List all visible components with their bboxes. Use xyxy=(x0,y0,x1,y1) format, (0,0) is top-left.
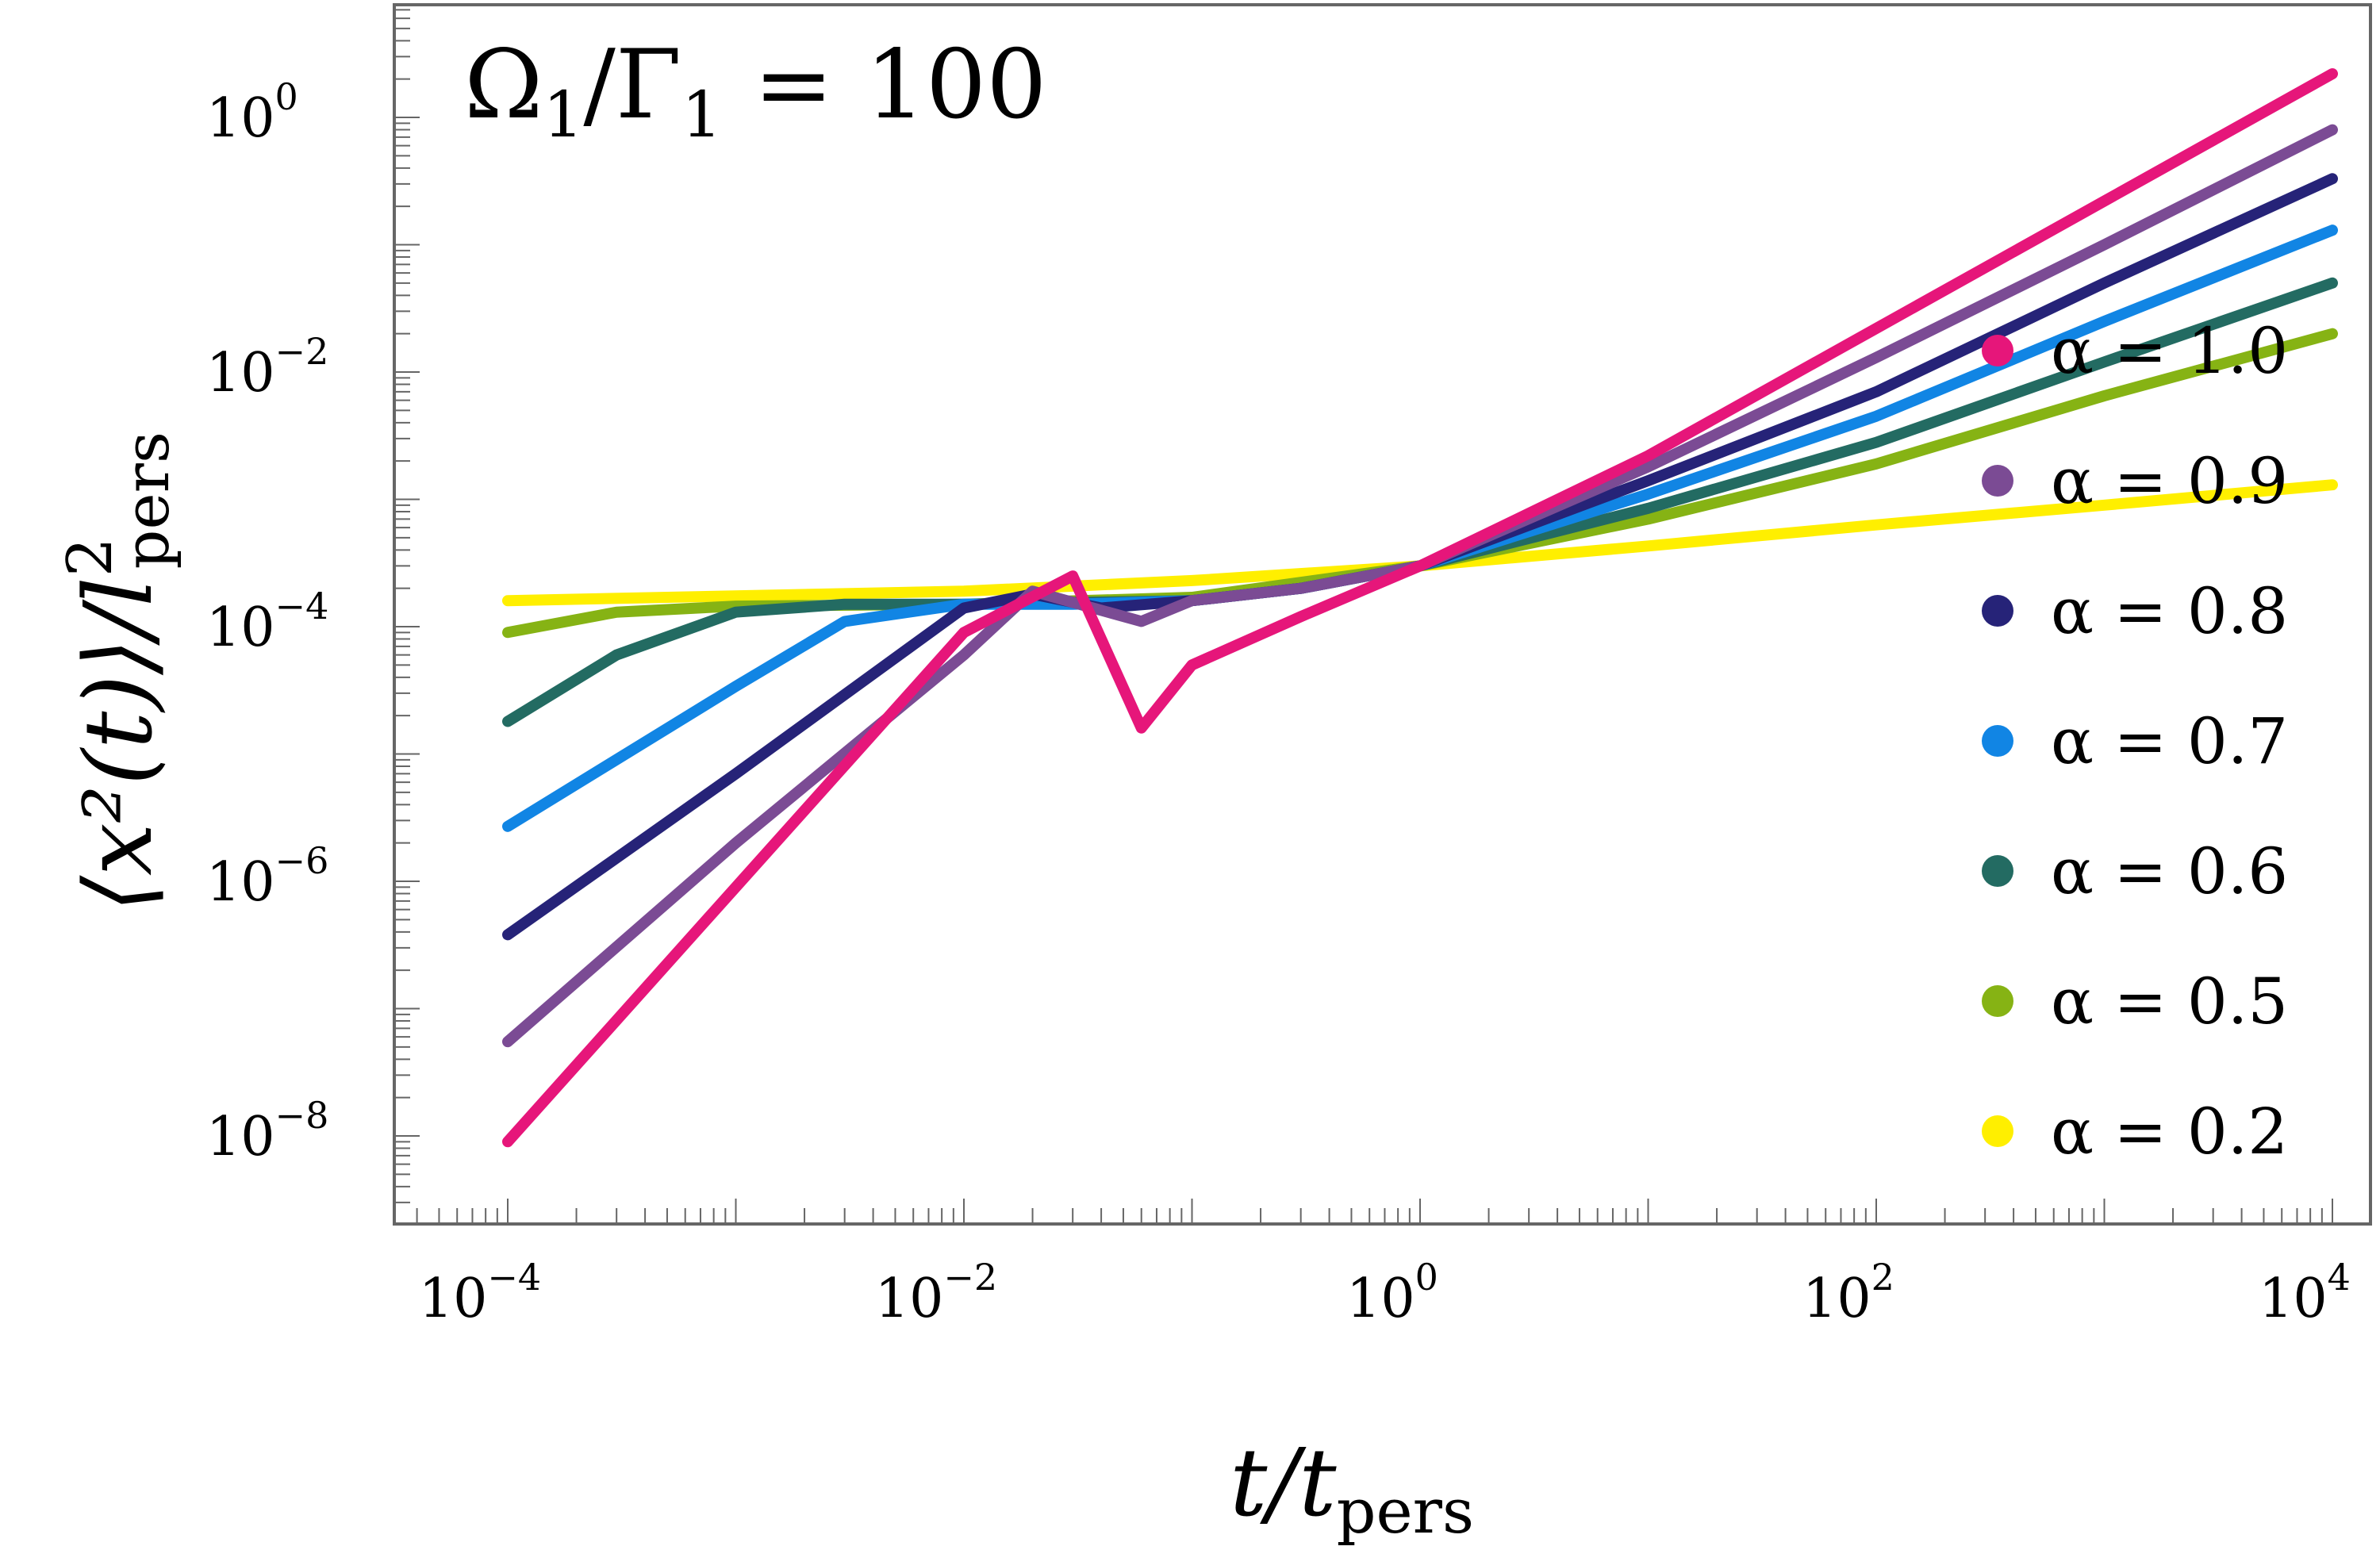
y-tick-label: 10−4 xyxy=(206,585,328,659)
plot-frame xyxy=(393,3,2372,1226)
annotation-denominator-sub: 1 xyxy=(681,78,722,152)
parameter-annotation: Ω1/Γ1 = 100 xyxy=(464,30,1047,152)
series-line xyxy=(502,479,2338,607)
x-tick-exponent: 4 xyxy=(2328,1256,2351,1299)
series-line xyxy=(502,173,2338,941)
y-tick-base: 10 xyxy=(206,87,275,150)
x-tick-label: 10−4 xyxy=(419,1256,541,1330)
legend-marker xyxy=(1982,1115,2013,1147)
annotation-numerator-sub: 1 xyxy=(543,78,584,152)
x-tick-label: 10−2 xyxy=(875,1256,997,1330)
series-line xyxy=(502,328,2338,639)
x-tick-label: 102 xyxy=(1802,1256,1894,1330)
y-tick-label: 10−6 xyxy=(206,839,328,914)
x-tick-base: 10 xyxy=(2259,1268,2328,1330)
x-tick-base: 10 xyxy=(1802,1268,1871,1330)
y-tick-exponent: 0 xyxy=(275,75,298,118)
legend-label: α = 0.5 xyxy=(2051,965,2288,1038)
legend-marker xyxy=(1982,595,2013,627)
y-tick-exponent: −8 xyxy=(275,1094,329,1137)
x-tick-exponent: −2 xyxy=(943,1256,997,1299)
legend-marker xyxy=(1982,985,2013,1017)
legend-label: α = 0.2 xyxy=(2051,1095,2288,1168)
annotation-value: 100 xyxy=(866,30,1047,140)
x-tick-exponent: 0 xyxy=(1415,1256,1438,1299)
x-tick-label: 100 xyxy=(1346,1256,1438,1330)
legend-label: α = 0.6 xyxy=(2051,834,2288,908)
y-tick-base: 10 xyxy=(206,1106,275,1168)
x-tick-base: 10 xyxy=(875,1268,944,1330)
annotation-denominator: Γ xyxy=(616,30,681,140)
y-tick-exponent: −6 xyxy=(275,839,329,882)
series-layer xyxy=(502,68,2338,1148)
x-axis-title: t/tpers xyxy=(1230,1428,1474,1548)
y-tick-base: 10 xyxy=(206,851,275,914)
y-tick-label: 100 xyxy=(206,75,298,150)
legend-marker xyxy=(1982,855,2013,887)
series-line xyxy=(502,124,2338,1048)
x-tick-exponent: −4 xyxy=(487,1256,541,1299)
y-tick-base: 10 xyxy=(206,597,275,659)
x-tick-base: 10 xyxy=(1346,1268,1415,1330)
x-tick-base: 10 xyxy=(419,1268,488,1330)
y-tick-exponent: −2 xyxy=(275,330,329,373)
legend-label: α = 0.7 xyxy=(2051,704,2288,778)
x-tick-label: 104 xyxy=(2259,1256,2351,1330)
y-tick-label: 10−2 xyxy=(206,330,328,405)
y-tick-base: 10 xyxy=(206,342,275,405)
annotation-relation: = xyxy=(754,30,834,140)
y-tick-label: 10−8 xyxy=(206,1094,328,1168)
series-line xyxy=(502,68,2338,1148)
legend-marker xyxy=(1982,335,2013,366)
x-tick-exponent: 2 xyxy=(1871,1256,1894,1299)
y-axis-title-main: ⟨x²(t)⟩/l xyxy=(63,577,173,912)
legend-label: α = 0.8 xyxy=(2051,574,2288,648)
x-axis-title-sub: pers xyxy=(1337,1476,1474,1548)
legend-label: α = 1.0 xyxy=(2051,314,2288,388)
y-axis-title-sup: 2 xyxy=(55,537,126,577)
legend-marker xyxy=(1982,465,2013,497)
y-axis-title-sub: pers xyxy=(112,432,183,569)
y-axis-title: ⟨x²(t)⟩/l2pers xyxy=(55,432,183,912)
annotation-numerator: Ω xyxy=(464,30,543,140)
legend-label: α = 0.9 xyxy=(2051,444,2288,518)
legend-marker xyxy=(1982,725,2013,757)
legend: α = 1.0 α = 0.9 α = 0.8 α = 0.7 α = 0.6 α = 0… xyxy=(1982,314,2288,1168)
y-tick-exponent: −4 xyxy=(275,585,329,627)
x-axis-title-main: t/t xyxy=(1230,1428,1337,1537)
